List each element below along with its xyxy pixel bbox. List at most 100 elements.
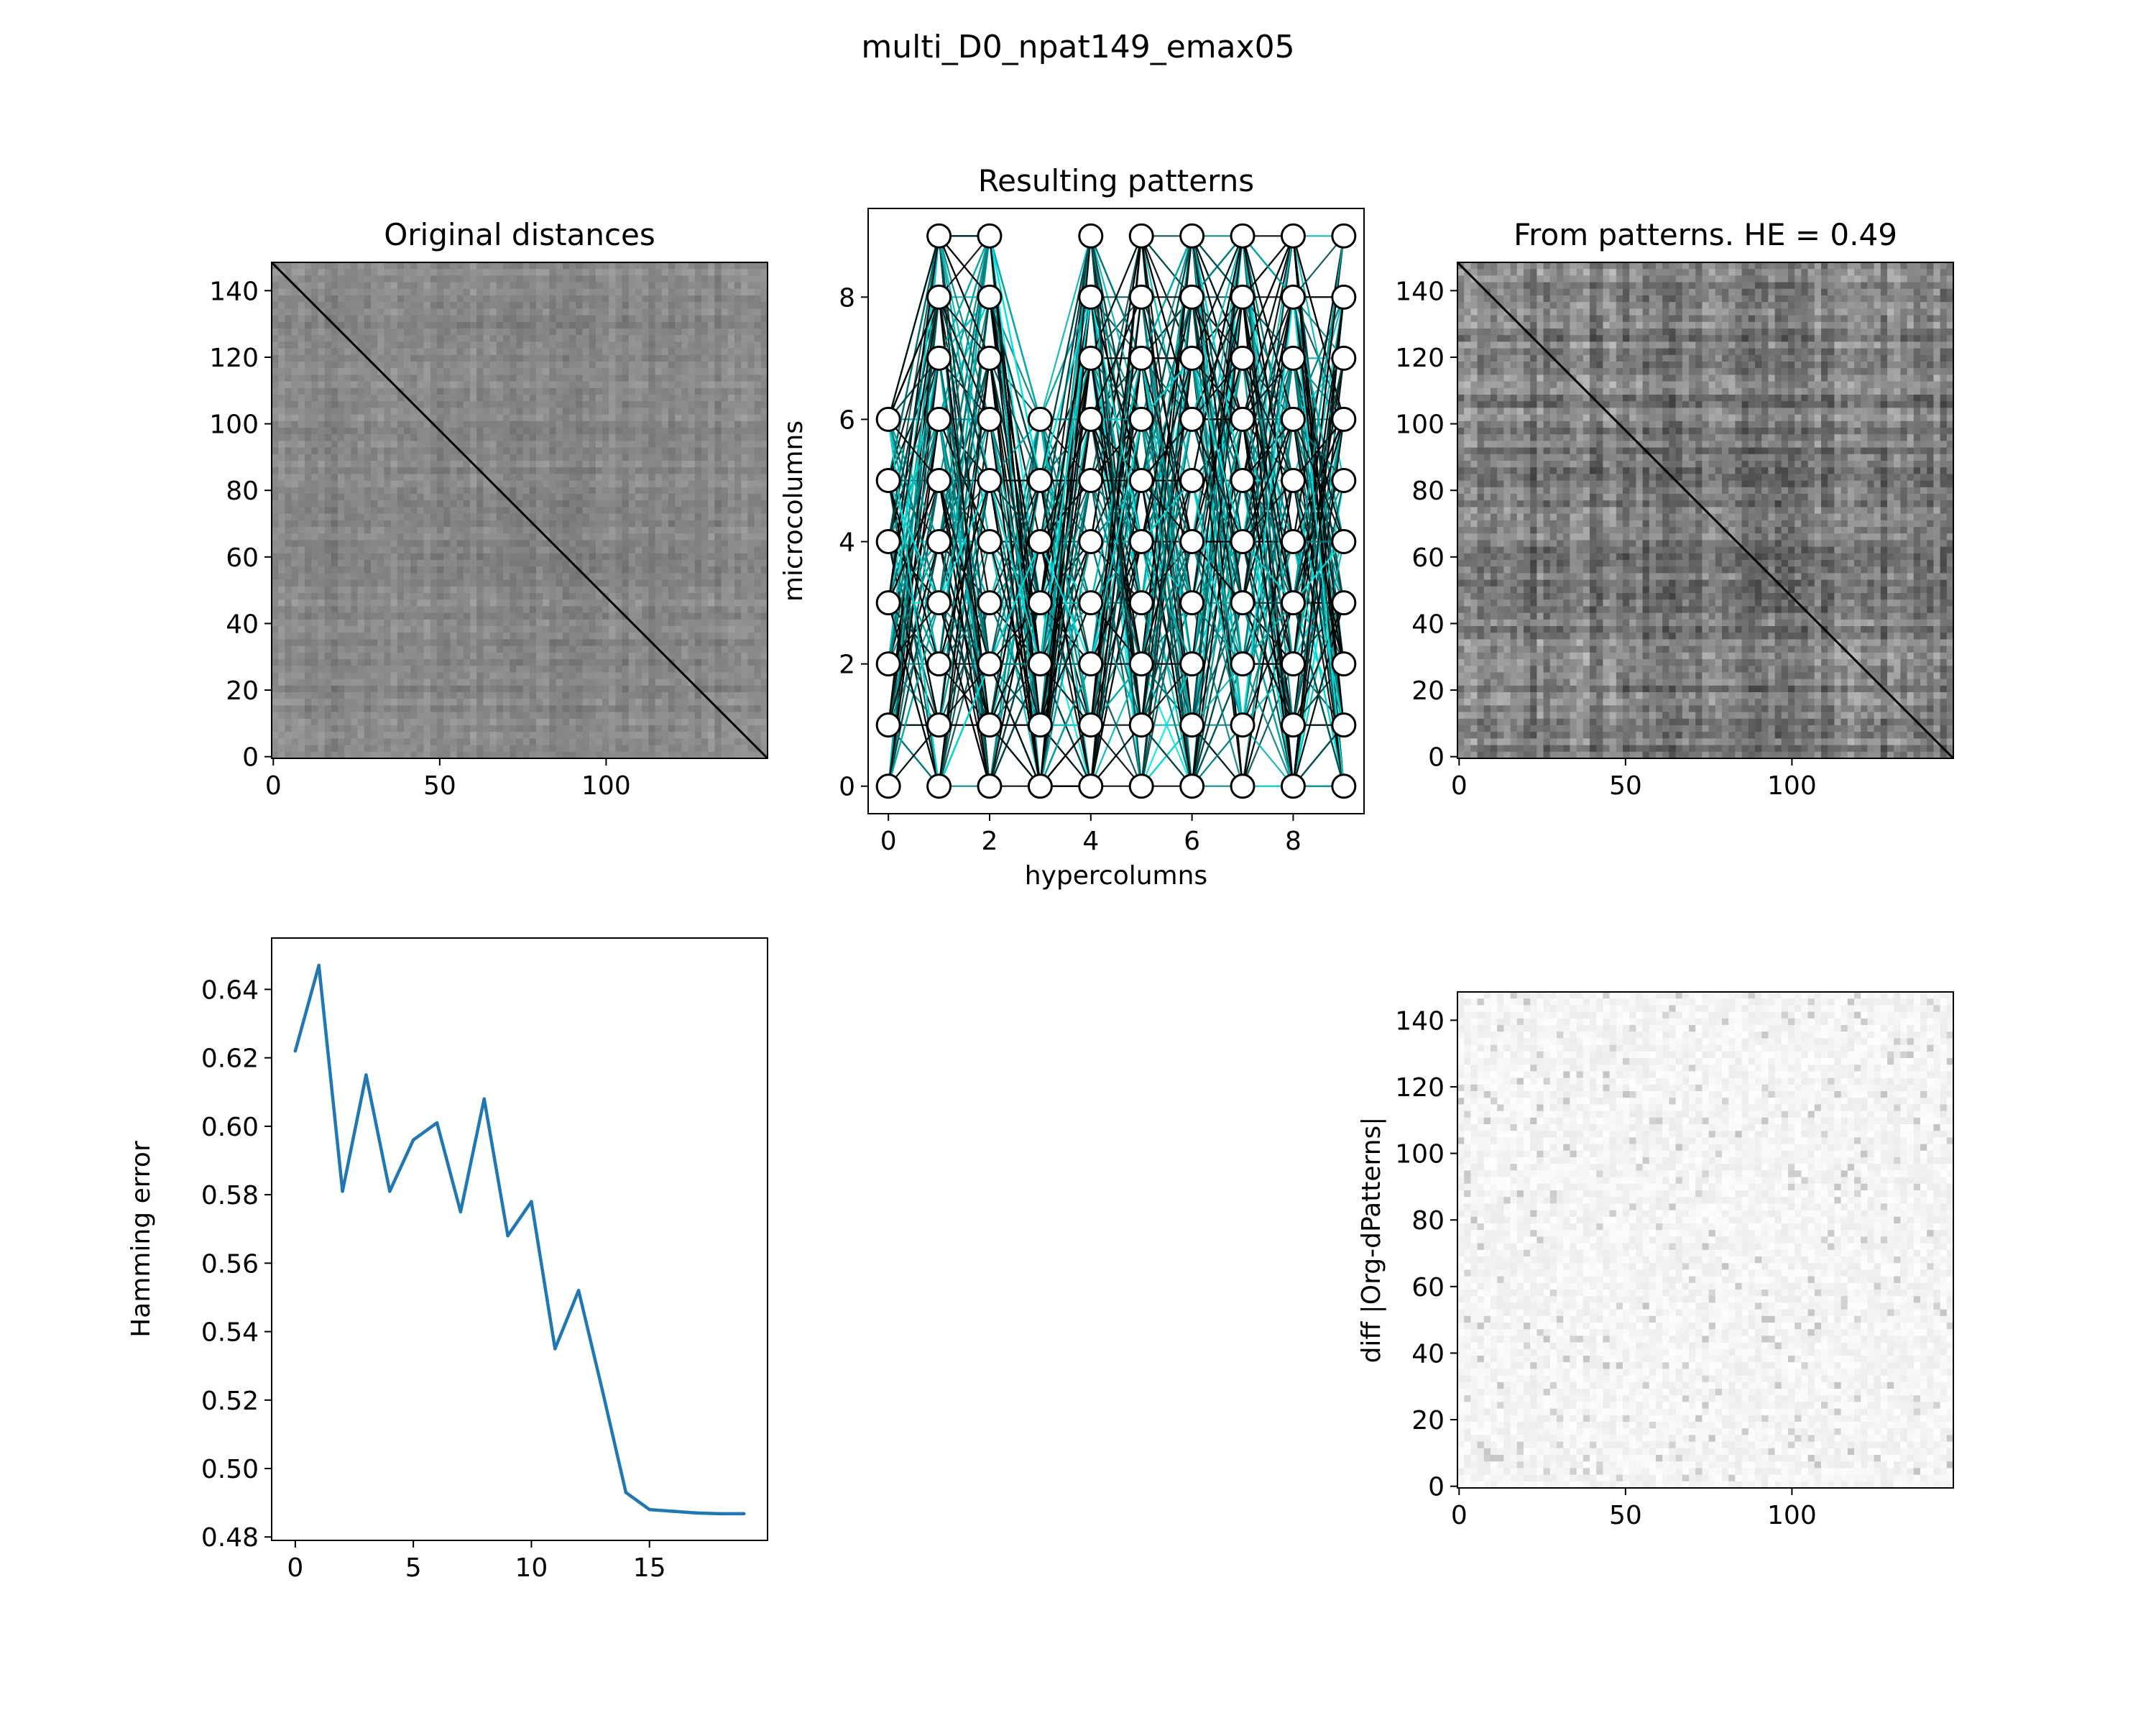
heatmap-cell: [496, 328, 504, 336]
heatmap-cell: [589, 374, 596, 382]
heatmap-cell: [734, 606, 742, 614]
heatmap-cell: [562, 494, 570, 501]
heatmap-cell: [344, 639, 351, 647]
heatmap-cell: [410, 434, 418, 441]
heatmap-cell: [516, 368, 524, 375]
heatmap-cell: [377, 500, 384, 507]
heatmap-cell: [324, 408, 332, 415]
heatmap-cell: [655, 527, 663, 534]
heatmap-cell: [344, 599, 351, 607]
heatmap-cell: [760, 447, 768, 455]
heatmap-cell: [536, 679, 543, 686]
heatmap-cell: [463, 527, 471, 534]
heatmap-cell: [417, 262, 425, 270]
heatmap-cell: [549, 454, 557, 461]
heatmap-cell: [622, 652, 630, 660]
heatmap-cell: [483, 262, 491, 270]
heatmap-cell: [318, 645, 326, 653]
heatmap-cell: [556, 474, 563, 482]
heatmap-cell: [556, 494, 563, 501]
heatmap-cell: [543, 447, 550, 455]
heatmap-cell: [655, 461, 663, 468]
heatmap-cell: [615, 368, 623, 375]
heatmap-cell: [549, 414, 557, 422]
heatmap-cell: [522, 295, 530, 303]
heatmap-cell: [463, 368, 471, 375]
heatmap-cell: [417, 494, 425, 501]
heatmap-cell: [318, 487, 326, 495]
heatmap-cell: [338, 633, 345, 640]
heatmap-cell: [556, 540, 563, 548]
heatmap-cell: [489, 328, 497, 336]
heatmap-cell: [364, 692, 372, 699]
heatmap-cell: [351, 288, 359, 296]
heatmap-cell: [536, 573, 543, 581]
heatmap-cell: [576, 315, 583, 323]
heatmap-cell: [516, 546, 524, 554]
heatmap-cell: [628, 381, 636, 389]
heatmap-cell: [754, 467, 762, 474]
heatmap-cell: [569, 685, 576, 693]
heatmap-cell: [602, 639, 609, 647]
heatmap-cell: [688, 395, 696, 402]
heatmap-cell: [622, 315, 630, 323]
heatmap-cell: [576, 321, 583, 329]
heatmap-cell: [456, 335, 464, 342]
heatmap-cell: [351, 666, 359, 673]
heatmap-cell: [278, 408, 285, 415]
heatmap-cell: [384, 527, 392, 534]
heatmap-cell: [357, 447, 365, 455]
heatmap-cell: [377, 328, 384, 336]
heatmap-cell: [582, 487, 590, 495]
heatmap-cell: [734, 262, 742, 270]
heatmap-cell: [377, 659, 384, 666]
heatmap-cell: [529, 362, 537, 369]
heatmap-cell: [688, 414, 696, 422]
heatmap-cell: [285, 395, 292, 402]
heatmap-cell: [681, 612, 689, 620]
heatmap-cell: [384, 362, 392, 369]
heatmap-cell: [569, 513, 576, 521]
heatmap-cell: [324, 593, 332, 600]
heatmap-cell: [496, 302, 504, 309]
heatmap-cell: [595, 328, 603, 336]
heatmap-cell: [371, 328, 378, 336]
heatmap-cell: [708, 321, 715, 329]
heatmap-cell: [364, 593, 372, 600]
heatmap-cell: [602, 586, 609, 594]
heatmap-cell: [377, 461, 384, 468]
heatmap-cell: [298, 672, 305, 680]
heatmap-cell: [727, 354, 735, 362]
heatmap-cell: [628, 593, 636, 600]
heatmap-cell: [318, 408, 326, 415]
heatmap-cell: [681, 679, 689, 686]
heatmap-cell: [589, 335, 596, 342]
heatmap-cell: [529, 461, 537, 468]
heatmap-cell: [721, 672, 729, 680]
heatmap-cell: [397, 275, 405, 283]
heatmap-cell: [582, 315, 590, 323]
heatmap-cell: [423, 566, 431, 574]
heatmap-cell: [285, 480, 292, 488]
heatmap-cell: [747, 566, 755, 574]
heatmap-cell: [278, 315, 285, 323]
heatmap-cell: [364, 414, 372, 422]
heatmap-cell: [285, 295, 292, 303]
heatmap-cell: [384, 368, 392, 375]
heatmap-cell: [661, 593, 669, 600]
heatmap-cell: [747, 652, 755, 660]
heatmap-cell: [489, 685, 497, 693]
heatmap-cell: [338, 599, 345, 607]
heatmap-cell: [661, 408, 669, 415]
heatmap-cell: [582, 401, 590, 408]
heatmap-cell: [628, 546, 636, 554]
heatmap-cell: [747, 513, 755, 521]
heatmap-cell: [694, 461, 702, 468]
heatmap-cell: [522, 500, 530, 507]
heatmap-cell: [556, 679, 563, 686]
heatmap-cell: [754, 619, 762, 627]
heatmap-cell: [714, 474, 722, 482]
heatmap-cell: [272, 679, 279, 686]
heatmap-cell: [404, 533, 411, 541]
